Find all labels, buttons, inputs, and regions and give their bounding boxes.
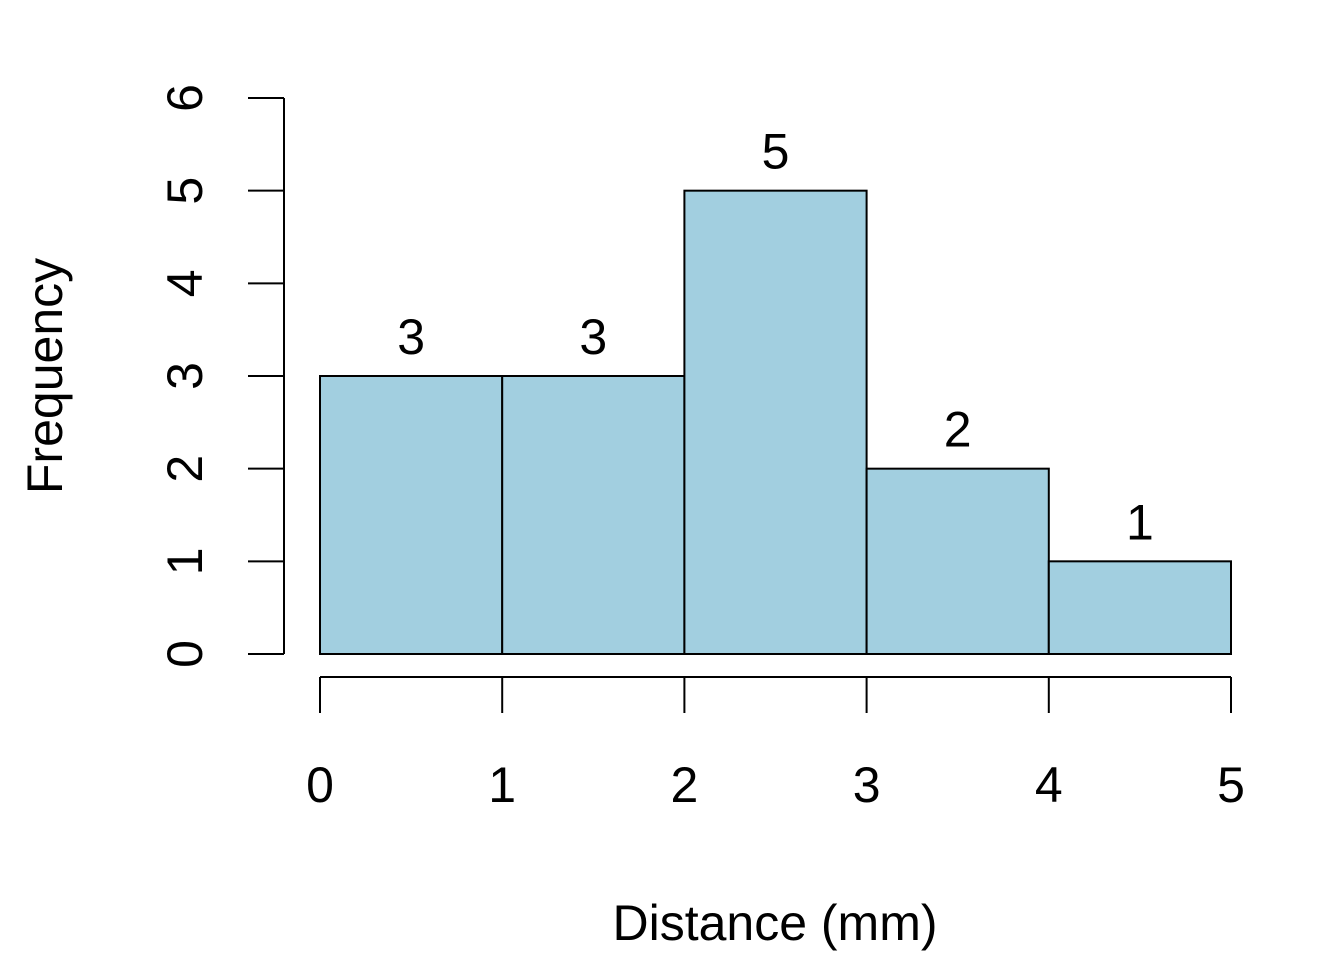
x-axis: 0 1 2 3 4 5 <box>306 676 1245 813</box>
y-axis: 0 1 2 3 4 5 6 <box>157 84 285 668</box>
y-tick-label: 5 <box>157 177 213 205</box>
y-tick-label: 0 <box>157 640 213 668</box>
histogram-bar <box>865 467 1050 655</box>
bar-value-label: 1 <box>1126 494 1154 550</box>
histogram-bar <box>683 189 868 656</box>
bar-value-label: 2 <box>944 402 972 458</box>
x-tick-label: 0 <box>306 757 334 813</box>
x-tick-label: 2 <box>670 757 698 813</box>
y-tick-label: 3 <box>157 362 213 390</box>
y-axis-title: Frequency <box>17 258 73 494</box>
y-tick-label: 1 <box>157 547 213 575</box>
histogram-bar <box>501 375 686 655</box>
bar-value-label: 3 <box>579 309 607 365</box>
bar-value-label: 3 <box>397 309 425 365</box>
x-tick-label: 3 <box>853 757 881 813</box>
bars-group <box>319 189 1233 656</box>
x-axis-title: Distance (mm) <box>612 895 937 951</box>
histogram-bar <box>1047 560 1233 655</box>
x-tick-label: 1 <box>488 757 516 813</box>
y-tick-label: 2 <box>157 455 213 483</box>
bar-value-label: 5 <box>762 124 790 180</box>
y-tick-label: 6 <box>157 84 213 112</box>
y-tick-label: 4 <box>157 269 213 297</box>
x-tick-label: 5 <box>1217 757 1245 813</box>
x-tick-label: 4 <box>1035 757 1063 813</box>
bar-labels-group: 3 3 5 2 1 <box>397 124 1154 551</box>
histogram-bar <box>319 375 504 655</box>
